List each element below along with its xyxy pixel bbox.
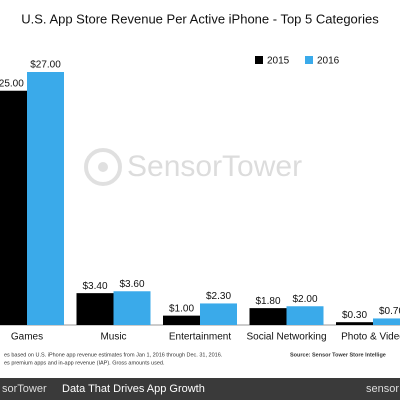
bar (249, 308, 287, 325)
bar (373, 318, 400, 325)
value-label: $0.70 (379, 306, 400, 317)
bar (27, 72, 64, 325)
source: Source: Sensor Tower Store Intellige (290, 352, 386, 358)
x-tick-label: Entertainment (169, 332, 231, 343)
watermark-icon (98, 162, 108, 172)
bar (286, 306, 324, 325)
value-label: $25.00 (0, 78, 24, 89)
bar (163, 315, 200, 325)
bar (76, 293, 114, 325)
value-label: $3.40 (82, 281, 107, 292)
legend-label: 2015 (267, 56, 290, 67)
footer-brand: sorTower (2, 383, 47, 395)
x-tick-label: Music (100, 332, 126, 343)
legend-label: 2016 (317, 56, 340, 67)
value-label: $1.00 (169, 303, 194, 314)
x-tick-label: Games (11, 332, 43, 343)
bar (0, 90, 27, 325)
watermark-text: SensorTower (127, 150, 302, 183)
footer-tagline: Data That Drives App Growth (62, 383, 205, 395)
watermark-logo: SensorTower (84, 148, 302, 186)
bar (200, 303, 237, 325)
bar (336, 322, 373, 325)
footer-right: sensor (366, 383, 399, 395)
legend-swatch (305, 56, 313, 64)
chart-title: U.S. App Store Revenue Per Active iPhone… (21, 11, 379, 26)
value-label: $3.60 (119, 279, 144, 290)
note: es premium apps and in-app revenue (IAP)… (4, 360, 165, 366)
value-label: $0.30 (342, 310, 367, 321)
footer-band (0, 378, 400, 400)
x-tick-label: Photo & Video (341, 332, 400, 343)
note: es based on U.S. iPhone app revenue esti… (4, 352, 223, 358)
value-label: $2.30 (206, 291, 231, 302)
value-label: $27.00 (30, 60, 61, 71)
legend-swatch (255, 56, 263, 64)
x-tick-label: Social Networking (246, 332, 326, 343)
value-label: $2.00 (292, 294, 317, 305)
value-label: $1.80 (255, 296, 280, 307)
watermark-icon (84, 148, 122, 186)
bar (113, 291, 151, 325)
